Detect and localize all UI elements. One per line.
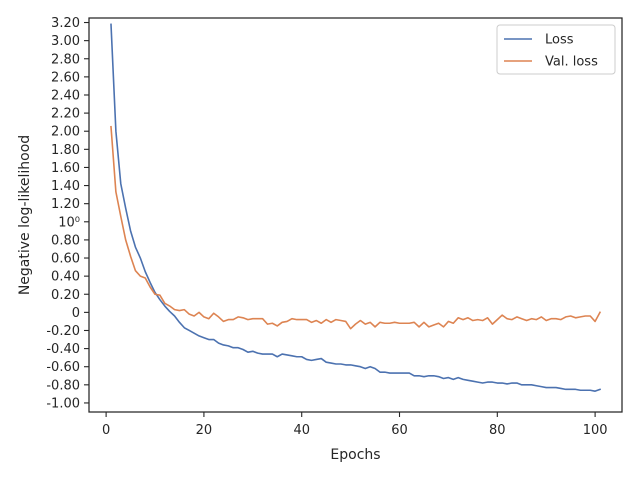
y-tick-label: 0 xyxy=(72,306,80,321)
y-tick-label: -0.60 xyxy=(46,360,80,375)
y-tick-label: 2.40 xyxy=(51,88,80,103)
series-line-0 xyxy=(110,23,602,392)
y-tick-label: 1.20 xyxy=(51,197,80,212)
y-axis: -1.00 -0.80 -0.60 -0.40 -0.20 0 0.20 0.40 0.60 0.… xyxy=(46,16,89,411)
x-tick-label: 40 xyxy=(293,423,310,438)
y-tick-label: 1.80 xyxy=(51,143,80,158)
y-tick-label: 0.40 xyxy=(51,270,80,285)
y-tick-label: 1.40 xyxy=(51,179,80,194)
series-layer xyxy=(110,23,602,392)
y-tick-label: 0.80 xyxy=(51,233,80,248)
legend: Loss Val. loss xyxy=(496,24,616,75)
x-tick-label: 80 xyxy=(489,423,506,438)
y-tick-label: 3.00 xyxy=(51,34,80,49)
y-tick-label: 3.20 xyxy=(51,16,80,31)
y-tick-label: 2.00 xyxy=(51,125,80,140)
y-tick-label: -0.20 xyxy=(46,324,80,339)
y-tick-label: 2.20 xyxy=(51,107,80,122)
y-tick-label: -0.80 xyxy=(46,378,80,393)
legend-label-1: Val. loss xyxy=(545,55,598,70)
x-tick-label: 100 xyxy=(583,423,608,438)
x-tick-label: 20 xyxy=(196,423,213,438)
y-tick-label: 0.20 xyxy=(51,288,80,303)
x-axis: 0 20 40 60 80 100 xyxy=(102,412,608,438)
legend-label-0: Loss xyxy=(545,33,574,48)
y-tick-label: -1.00 xyxy=(46,396,80,411)
x-tick-label: 0 xyxy=(102,423,110,438)
series-line-1 xyxy=(110,125,602,330)
y-tick-label: 1.60 xyxy=(51,161,80,176)
x-axis-label: Epochs xyxy=(330,447,380,463)
y-tick-label: 0.60 xyxy=(51,252,80,267)
plot-frame xyxy=(88,17,623,413)
y-tick-label: 10⁰ xyxy=(58,215,80,230)
y-axis-label: Negative log-likelihood xyxy=(17,135,33,295)
y-tick-label: -0.40 xyxy=(46,342,80,357)
y-tick-label: 2.60 xyxy=(51,70,80,85)
x-tick-label: 60 xyxy=(391,423,408,438)
y-tick-label: 2.80 xyxy=(51,52,80,67)
